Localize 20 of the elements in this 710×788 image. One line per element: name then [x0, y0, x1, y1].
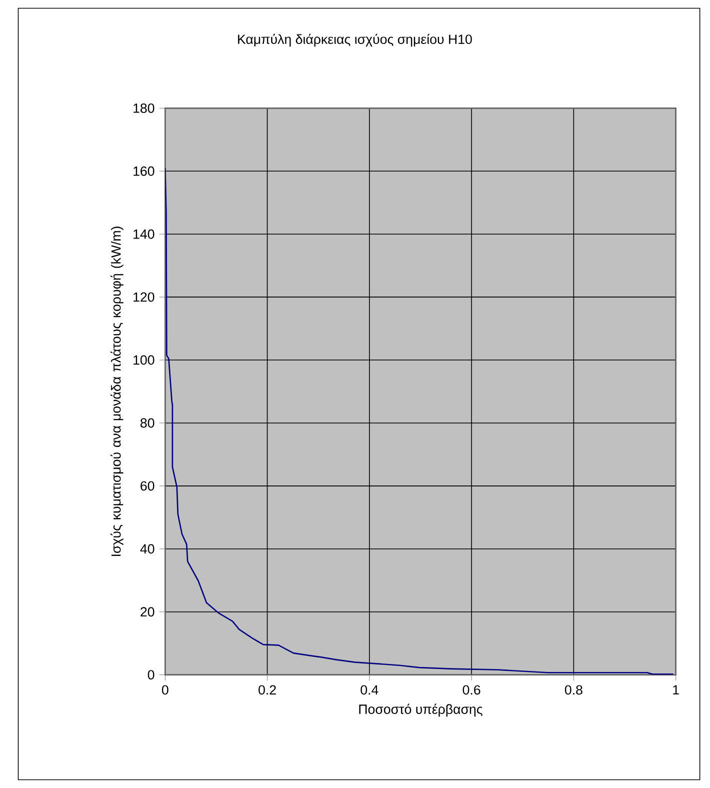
y-tick-label: 60 — [140, 481, 154, 491]
y-tick-label: 160 — [134, 166, 154, 176]
x-tick-label: 0 — [162, 685, 168, 695]
y-tick-label: 40 — [140, 544, 154, 554]
x-tick-label: 1 — [673, 685, 679, 694]
line-series — [165, 167, 674, 675]
y-tick-label: 0 — [148, 670, 154, 680]
y-tick-label: 20 — [140, 607, 154, 617]
x-tick-label: 0.6 — [462, 685, 480, 695]
y-axis-title: Ισχύς κυματισμού ανα μονάδα πλάτους κορυφή (kW/m) — [110, 226, 124, 556]
chart-title: Καμπύλη διάρκειας ισχύος σημείου H10 — [238, 34, 472, 47]
x-tick-label: 0.4 — [360, 685, 378, 695]
y-tick-label: 100 — [134, 355, 154, 365]
x-axis-title: Ποσοστό υπέρβασης — [359, 704, 482, 717]
y-tick-label: 180 — [134, 103, 154, 113]
y-tick-label: 80 — [140, 418, 154, 428]
y-tick-label: 140 — [134, 229, 154, 239]
x-tick-label: 0.2 — [258, 685, 276, 695]
x-tick-label: 0.8 — [564, 685, 582, 695]
y-tick-label: 120 — [134, 292, 154, 302]
